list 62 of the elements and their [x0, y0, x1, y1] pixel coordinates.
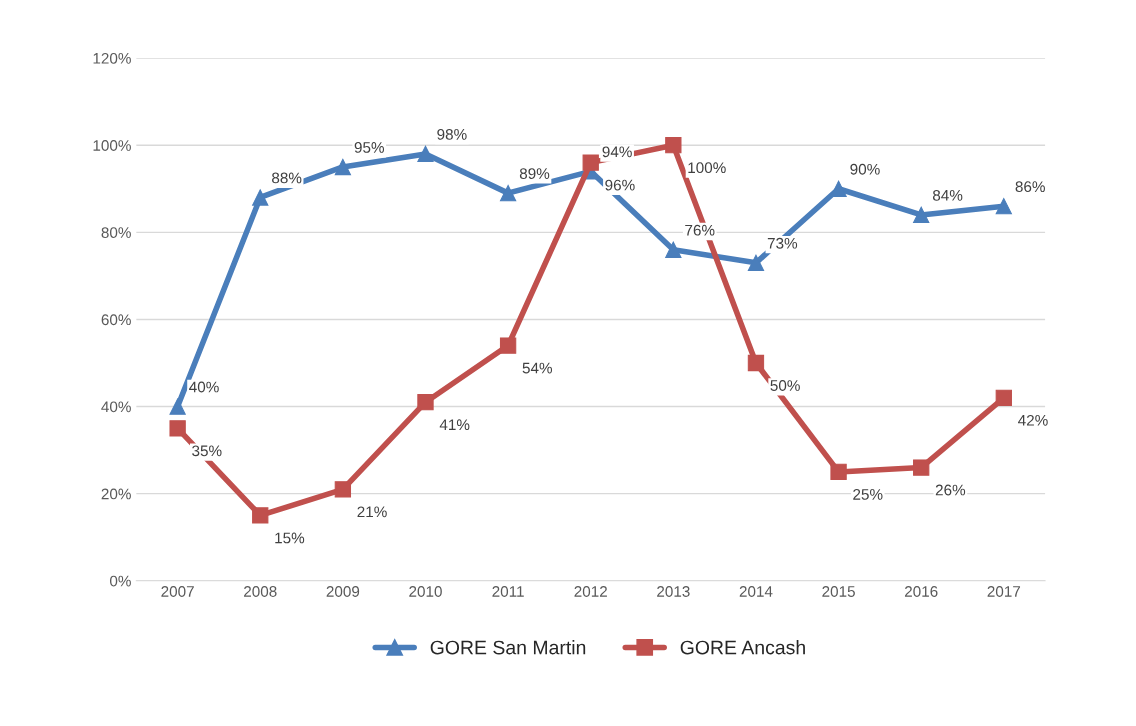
legend-label: GORE San Martin: [430, 640, 586, 655]
x-tick-label: 2017: [987, 586, 1021, 597]
point: [417, 145, 434, 163]
data-label: 35%: [192, 445, 222, 457]
data-label: 73%: [767, 237, 798, 249]
x-tick-label: 2011: [492, 586, 524, 597]
data-label: 54%: [522, 362, 553, 374]
point: [169, 420, 186, 437]
x-tick-label: 2014: [739, 586, 773, 597]
y-tick-label: 40%: [101, 401, 131, 413]
data-label: 94%: [602, 146, 632, 158]
point: [499, 337, 517, 354]
x-tick-label: 2007: [161, 586, 194, 597]
point: [913, 459, 930, 476]
y-tick-label: 20%: [101, 488, 131, 500]
point: [252, 189, 269, 206]
x-tick-label: 2013: [657, 586, 690, 597]
point: [334, 158, 352, 176]
x-tick-label: 2009: [326, 586, 360, 597]
data-label: 40%: [189, 381, 219, 393]
y-tick-label: 60%: [101, 314, 131, 326]
y-tick-label: 120%: [93, 52, 131, 64]
data-label: 21%: [357, 506, 387, 518]
data-label: 100%: [688, 162, 726, 174]
data-label: 96%: [605, 179, 635, 191]
data-label: 15%: [275, 532, 305, 544]
point: [499, 184, 517, 202]
point: [830, 463, 847, 481]
point: [417, 394, 434, 411]
point: [913, 206, 930, 224]
data-label: 98%: [437, 128, 467, 140]
point: [665, 241, 682, 258]
y-tick-label: 0%: [109, 575, 131, 587]
point: [169, 398, 186, 415]
data-label: 90%: [850, 163, 880, 175]
data-label: 25%: [853, 488, 883, 500]
point: [747, 254, 765, 271]
point: [665, 137, 682, 154]
point: [995, 389, 1012, 407]
data-label: 42%: [1018, 414, 1048, 426]
data-label: 95%: [354, 142, 385, 153]
legend-label: GORE Ancash: [680, 640, 805, 655]
data-label: 26%: [935, 484, 966, 496]
data-label: 76%: [685, 224, 715, 236]
point: [582, 154, 599, 171]
x-tick-label: 2016: [904, 586, 938, 597]
x-tick-label: 2010: [409, 586, 442, 597]
x-tick-label: 2015: [822, 586, 855, 597]
y-tick-label: 80%: [101, 227, 131, 239]
x-tick-label: 2008: [244, 586, 277, 597]
point: [252, 507, 269, 524]
data-label: 84%: [932, 189, 963, 201]
point: [747, 354, 765, 372]
x-tick-label: 2012: [574, 586, 607, 597]
data-label: 41%: [439, 419, 470, 431]
data-label: 50%: [770, 380, 800, 391]
y-tick-label: 100%: [93, 140, 131, 151]
point: [334, 481, 352, 498]
point: [995, 198, 1012, 215]
data-label: 89%: [519, 168, 550, 179]
data-label: 88%: [272, 172, 302, 184]
data-label: 86%: [1015, 181, 1045, 193]
